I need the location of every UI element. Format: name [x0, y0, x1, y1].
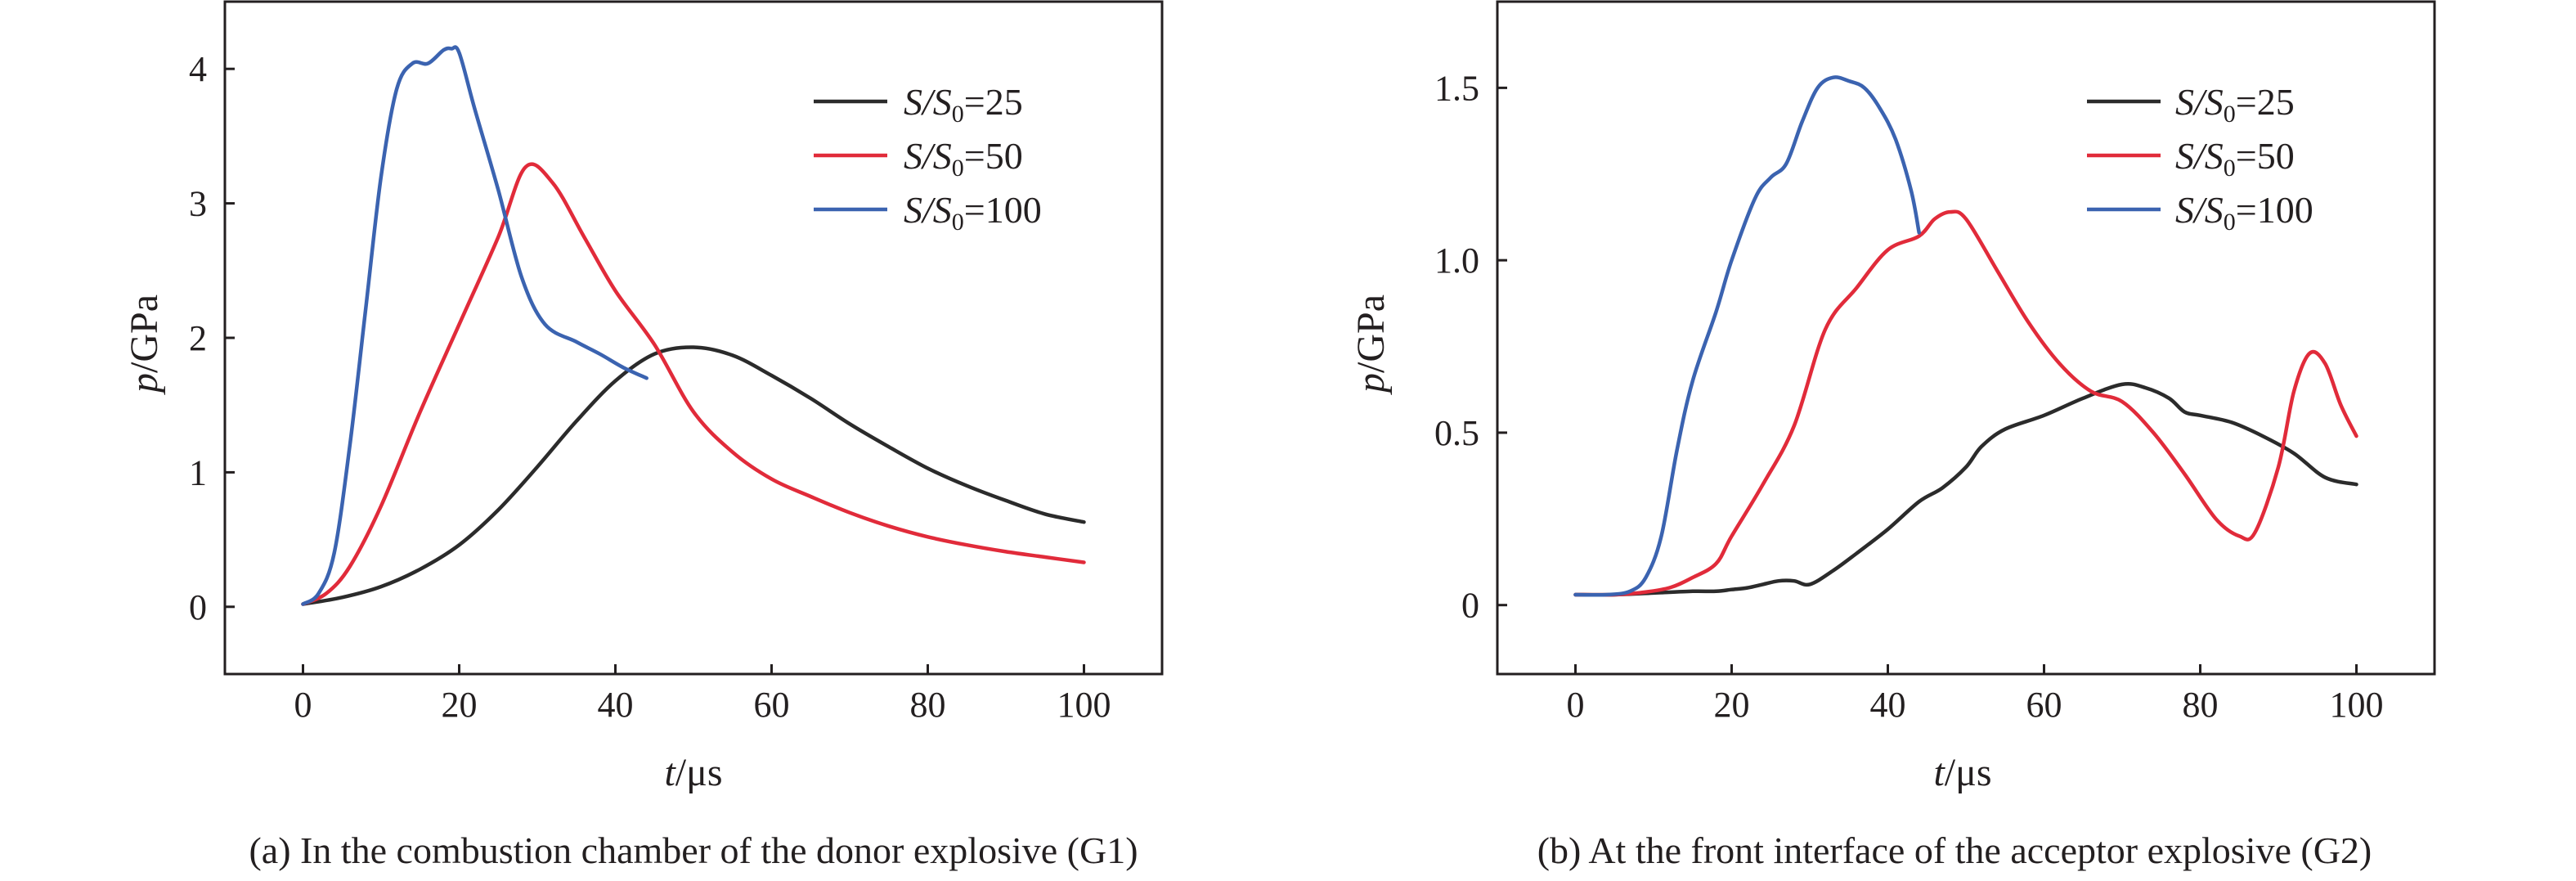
chart-b-series-line-1 [1573, 382, 2358, 597]
chart-b-y-axis-title: p/GPa [1349, 294, 1393, 395]
chart-b-y-tick-label-3: 1.5 [1434, 68, 1479, 108]
chart-a: 0 20 40 60 80 100 0 1 2 3 4 t/μs p/GPa S/S0=25 S/S… [123, 0, 1164, 871]
chart-a-ticks-layer: 0 20 40 60 80 100 0 1 2 3 4 [189, 49, 1111, 725]
chart-a-series-line-1 [301, 345, 1086, 606]
chart-b-x-axis-title: t/μs [1933, 751, 1991, 794]
chart-b-y-tick-label-0: 0 [1461, 586, 1479, 626]
chart-b-x-tick-label-3: 60 [2026, 685, 2062, 725]
chart-a-x-axis-title: t/μs [664, 751, 722, 794]
chart-b-x-tick-label-1: 20 [1714, 685, 1750, 725]
chart-a-series-line-3 [301, 45, 648, 606]
chart-b-legend: S/S0=25 S/S0=50 S/S0=100 [2087, 81, 2313, 236]
chart-b-legend-label-2: S/S0=50 [2175, 135, 2295, 182]
chart-b-legend-item-2: S/S0=50 [2087, 135, 2295, 182]
chart-b-x-tick-label-2: 40 [1870, 685, 1906, 725]
chart-a-caption: (a) In the combustion chamber of the don… [249, 829, 1138, 871]
chart-b-legend-item-3: S/S0=100 [2087, 189, 2313, 236]
chart-a-y-axis-title: p/GPa [123, 294, 166, 395]
chart-a-legend-item-1: S/S0=25 [814, 81, 1023, 128]
chart-a-legend-label-3: S/S0=100 [904, 189, 1042, 236]
chart-a-series-line-2 [301, 162, 1086, 606]
chart-a-x-tick-label-0: 0 [294, 685, 312, 725]
chart-b-plot-frame [1496, 0, 2436, 676]
chart-a-series-layer [301, 45, 1086, 606]
chart-a-y-tick-label-3: 3 [189, 184, 207, 224]
chart-a-x-tick-label-5: 100 [1057, 685, 1111, 725]
chart-b-caption: (b) At the front interface of the accept… [1537, 829, 2372, 871]
chart-b-y-tick-label-1: 0.5 [1434, 413, 1479, 453]
chart-a-y-tick-label-1: 1 [189, 452, 207, 492]
chart-b-ticks-layer: 0 20 40 60 80 100 0 0.5 1.0 1.5 [1434, 68, 2384, 725]
chart-b-y-tick-label-2: 1.0 [1434, 240, 1479, 281]
chart-b-series-layer [1573, 75, 2358, 597]
chart-b-series-line-3 [1573, 75, 1921, 597]
chart-a-x-tick-label-3: 60 [754, 685, 790, 725]
chart-a-legend: S/S0=25 S/S0=50 S/S0=100 [814, 81, 1042, 236]
chart-b-legend-item-1: S/S0=25 [2087, 81, 2295, 128]
chart-a-y-tick-label-0: 0 [189, 587, 207, 627]
chart-b-legend-label-3: S/S0=100 [2175, 189, 2313, 236]
chart-b-x-tick-label-4: 80 [2183, 685, 2219, 725]
chart-a-legend-label-1: S/S0=25 [904, 81, 1023, 128]
chart-b-legend-label-1: S/S0=25 [2175, 81, 2295, 128]
chart-a-x-tick-label-1: 20 [442, 685, 478, 725]
chart-a-legend-item-2: S/S0=50 [814, 135, 1023, 182]
chart-b-series-line-2 [1573, 209, 2358, 597]
chart-a-x-tick-label-2: 40 [598, 685, 634, 725]
chart-a-y-tick-label-2: 2 [189, 318, 207, 358]
chart-a-legend-label-2: S/S0=50 [904, 135, 1023, 182]
chart-b-x-tick-label-0: 0 [1567, 685, 1585, 725]
chart-b: 0 20 40 60 80 100 0 0.5 1.0 1.5 t/μs p/GPa S/S0=2… [1349, 0, 2436, 871]
chart-b-x-tick-label-5: 100 [2330, 685, 2384, 725]
chart-a-y-tick-label-4: 4 [189, 49, 207, 89]
chart-a-legend-item-3: S/S0=100 [814, 189, 1042, 236]
chart-a-x-tick-label-4: 80 [910, 685, 946, 725]
